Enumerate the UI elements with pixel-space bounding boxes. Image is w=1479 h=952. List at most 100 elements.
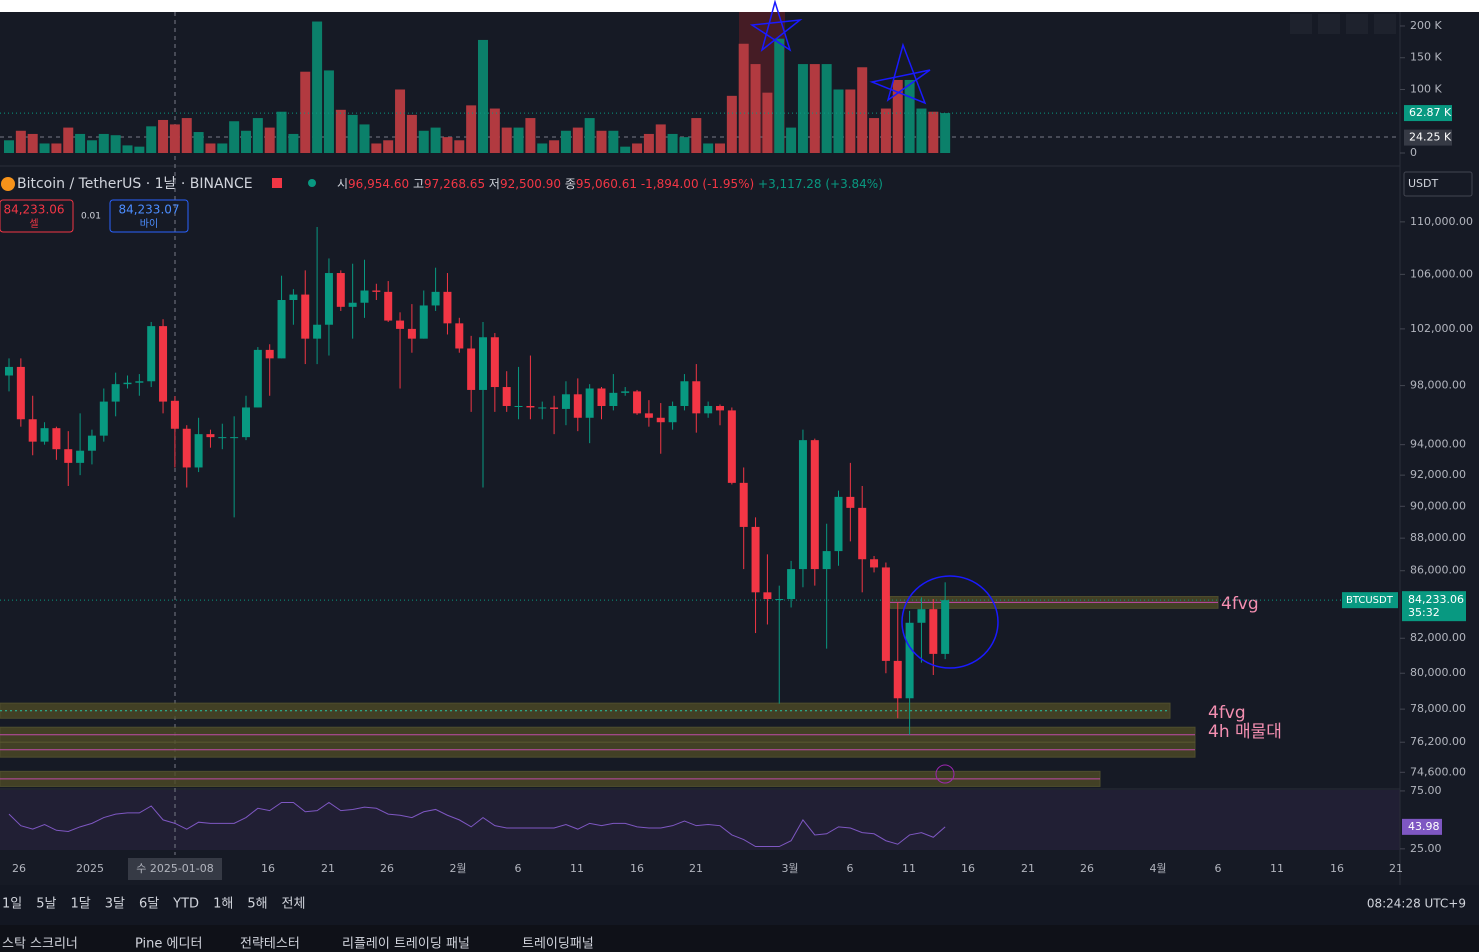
alert-icon[interactable] [935,764,955,784]
range-button[interactable]: 1달 [70,897,90,912]
volume-bar [146,126,157,153]
buy-price[interactable]: 84,233.07 [118,203,179,217]
top-strip [0,0,1479,12]
tab[interactable]: 트레이딩패널 [522,937,594,952]
volume-bar [371,143,382,153]
candle-body [810,440,819,570]
candle-body [253,349,262,408]
candle-body [834,496,843,552]
x-tick-label: 26 [1080,862,1094,875]
volume-bar [821,64,832,153]
candle-body [573,394,582,418]
candle-body [704,405,713,414]
volume-bar [916,108,927,153]
volume-bar [691,118,702,153]
candle-body [28,419,37,442]
candle-body [277,300,286,359]
volume-bar [797,64,808,153]
y-tick-label: 94,000.00 [1410,438,1466,451]
currency-select[interactable] [1403,171,1473,197]
buy-button[interactable] [109,199,189,233]
volume-bar [217,143,228,153]
ohlc-part: 96,954.60 [348,177,409,191]
volume-bar [833,89,844,153]
buy-label[interactable]: 바이 [140,218,158,230]
y-tick-label: 102,000.00 [1410,322,1473,335]
x-tick-label: 21 [1021,862,1035,875]
candle-body [514,405,523,407]
candle-body [692,381,701,414]
candle-body [798,440,807,570]
tab[interactable]: 리플레이 트레이딩 패널 [342,937,470,952]
range-button[interactable]: 1해 [213,897,233,912]
candle-body [621,391,630,393]
sell-label[interactable]: 셀 [29,218,38,230]
btn[interactable] [1346,14,1368,34]
volume-bar [940,113,951,153]
ohlc-part: 95,060.61 [576,177,637,191]
volume-bar [98,133,109,153]
volume-bar [513,127,524,153]
candle-body [467,348,476,390]
volume-bar [620,146,631,153]
candle-body [123,382,132,385]
currency[interactable]: USDT [1408,177,1439,190]
range-button[interactable]: 6달 [139,897,159,912]
y-tick-label: 110,000.00 [1410,215,1473,228]
candle-body [668,405,677,423]
btn[interactable] [1290,14,1312,34]
range-button[interactable]: 5해 [247,897,267,912]
candle-body [242,407,250,438]
volume-bar [869,118,880,153]
sell-button[interactable] [0,199,74,233]
candle-body [905,622,914,699]
volume-bar [406,114,417,153]
candle-body [76,450,85,463]
tab[interactable]: Pine 에디터 [135,937,202,952]
volume-tag [1404,105,1452,122]
y-tick-label: 80,000.00 [1410,666,1466,679]
btn[interactable] [1318,14,1340,34]
tab[interactable]: 스탁 스크리너 [2,937,78,952]
drawings [749,0,999,669]
volume-bar [181,118,192,153]
volume-last: 62.87 K [1409,106,1452,119]
volume-bar [928,111,939,153]
sell-price[interactable]: 84,233.06 [3,203,64,217]
tab[interactable]: 전략테스터 [240,937,300,952]
x-tick-label: 6 [847,862,854,875]
volume-bar [525,118,536,153]
range-button[interactable]: 전체 [282,897,306,912]
range-button[interactable]: 5날 [36,897,56,912]
volume-bar [786,127,797,153]
volume-bar [110,135,121,153]
range-button[interactable]: 3달 [105,897,125,912]
candle-body [348,302,357,307]
ohlc-part: 92,500.90 [500,177,561,191]
volume-bar [241,130,251,153]
volume-bar [762,92,773,153]
volume-bar [596,130,607,153]
volume-bar [892,79,903,153]
y-tick-label: 25.00 [1410,842,1442,855]
x-tick-label: 11 [902,862,916,875]
volume-bar [63,127,74,153]
price-tag [1402,591,1466,622]
volume-bar [738,43,749,153]
volume-bar [560,130,571,153]
candle-body [147,326,156,382]
candle-body [52,428,61,450]
candle-body [313,324,322,339]
volume-bar [679,137,690,153]
x-tick-label: 16 [630,862,644,875]
symbol-tag [1342,592,1398,609]
btn[interactable] [1374,14,1396,34]
range-button[interactable]: 1일 [2,897,22,912]
candle-body [633,391,642,414]
rsi-tag [1402,818,1442,835]
ohlc-part: 97,268.65 [424,177,485,191]
x-tick-label: 16 [261,862,275,875]
annotation: 4h 매물대 [1208,722,1282,742]
range-button[interactable]: YTD [172,897,199,912]
candle-body [716,405,724,411]
